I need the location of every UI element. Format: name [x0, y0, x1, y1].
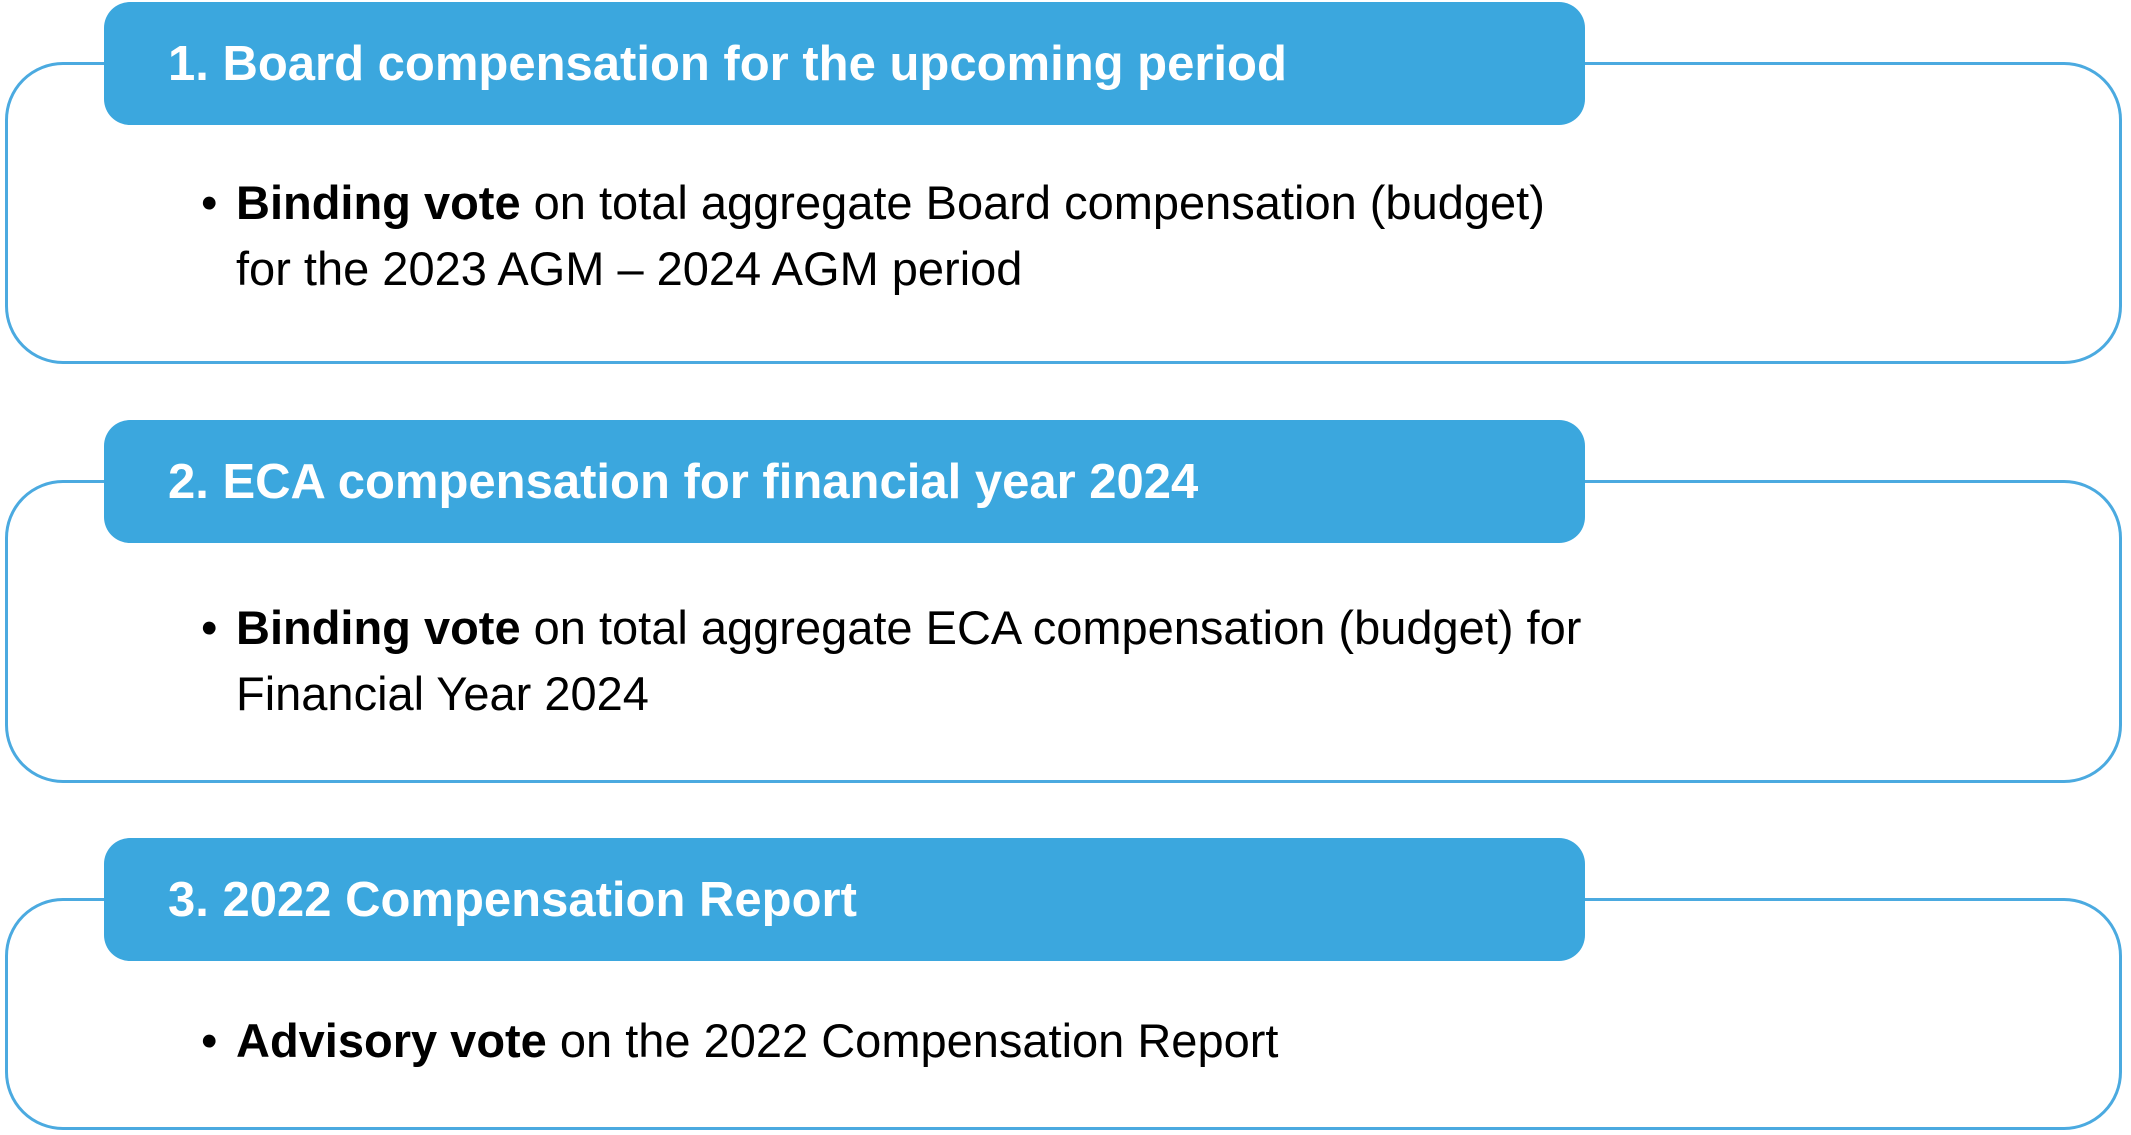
bullet-icon: •	[201, 176, 218, 229]
bullet-icon: •	[201, 601, 218, 654]
section-2-bullet-text: Binding vote on total aggregate ECA comp…	[236, 595, 1581, 727]
section-3-bullet-bold-text: Advisory vote	[236, 1014, 547, 1067]
section-2-bullet-rest-text: on total aggregate ECA compensation (bud…	[236, 601, 1582, 720]
section-1-bullet-item: • Binding vote on total aggregate Board …	[201, 170, 2079, 302]
section-3-header-title: 3. 2022 Compensation Report	[168, 872, 857, 927]
section-3-bullet-text: Advisory vote on the 2022 Compensation R…	[236, 1008, 1278, 1074]
section-1-bullet-bold-text: Binding vote	[236, 176, 521, 229]
section-3-bullet-item: • Advisory vote on the 2022 Compensation…	[201, 1008, 2079, 1074]
section-1-header-tab: 1. Board compensation for the upcoming p…	[104, 2, 1585, 125]
section-2-bullet-item: • Binding vote on total aggregate ECA co…	[201, 595, 2079, 727]
section-2-header-title: 2. ECA compensation for financial year 2…	[168, 454, 1199, 509]
bullet-icon: •	[201, 1014, 218, 1067]
section-3-bullet-rest-text: on the 2022 Compensation Report	[546, 1014, 1279, 1067]
section-3-header-tab: 3. 2022 Compensation Report	[104, 838, 1585, 961]
section-1-header-title: 1. Board compensation for the upcoming p…	[168, 36, 1287, 91]
section-1-bullet-text: Binding vote on total aggregate Board co…	[236, 170, 1545, 302]
section-2-bullet-bold-text: Binding vote	[236, 601, 521, 654]
section-2-header-tab: 2. ECA compensation for financial year 2…	[104, 420, 1585, 543]
section-1-bullet-rest-text: on total aggregate Board compensation (b…	[236, 176, 1545, 295]
